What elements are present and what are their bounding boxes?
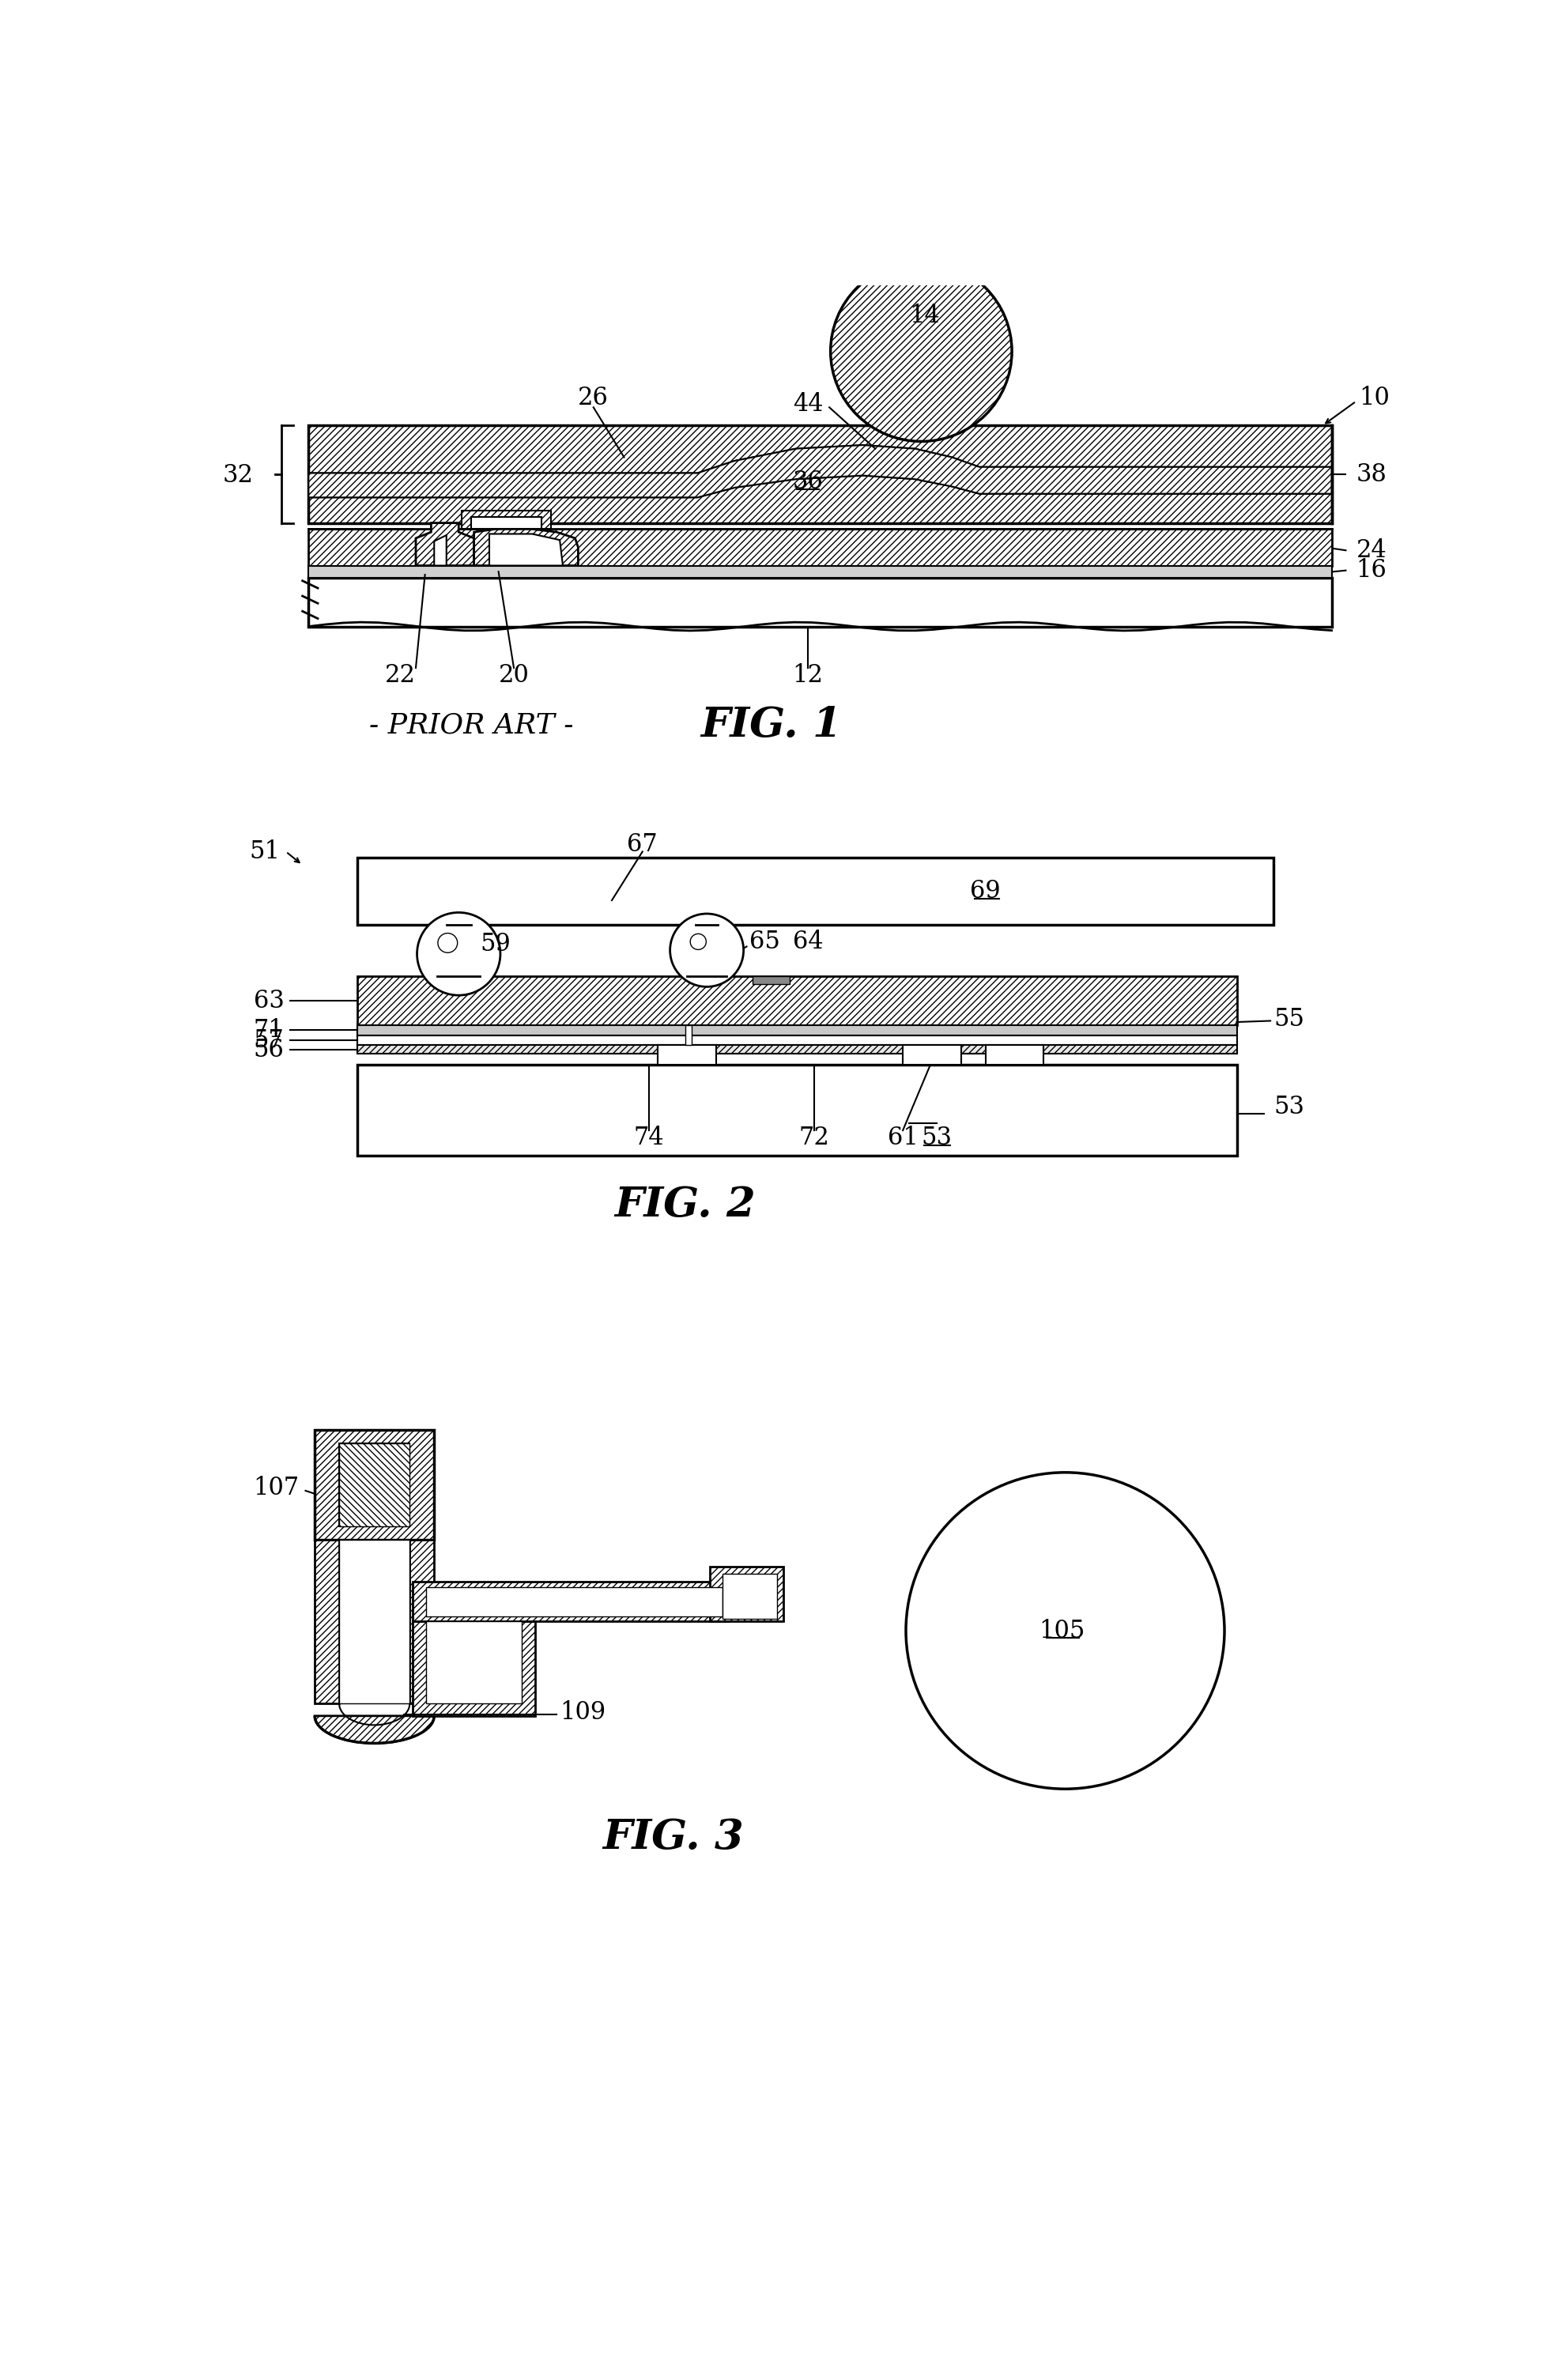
Text: - PRIOR ART -: - PRIOR ART - xyxy=(369,712,573,738)
Circle shape xyxy=(906,1473,1225,1790)
Text: 109: 109 xyxy=(559,1702,606,1726)
Text: 105: 105 xyxy=(1039,1618,1086,1642)
Text: 26: 26 xyxy=(578,386,609,409)
Polygon shape xyxy=(314,1716,434,1742)
Polygon shape xyxy=(358,976,1237,1026)
Text: FIG. 2: FIG. 2 xyxy=(615,1185,756,1226)
Polygon shape xyxy=(722,1573,778,1618)
Text: 36: 36 xyxy=(792,469,823,493)
Text: 55: 55 xyxy=(1273,1007,1304,1031)
Text: 67: 67 xyxy=(628,833,658,857)
Text: 65: 65 xyxy=(750,931,781,954)
Polygon shape xyxy=(314,1540,339,1704)
Text: 14: 14 xyxy=(909,305,940,328)
Text: 51: 51 xyxy=(248,840,280,864)
Circle shape xyxy=(670,914,744,988)
Polygon shape xyxy=(358,1026,1237,1035)
Polygon shape xyxy=(709,1566,784,1621)
Text: 44: 44 xyxy=(793,393,823,416)
Text: 32: 32 xyxy=(223,464,253,488)
Text: 22: 22 xyxy=(386,664,415,688)
Text: FIG. 1: FIG. 1 xyxy=(700,704,842,745)
Text: 20: 20 xyxy=(498,664,530,688)
Text: 10: 10 xyxy=(1359,386,1390,409)
Text: 12: 12 xyxy=(792,664,823,688)
Polygon shape xyxy=(415,524,473,566)
Polygon shape xyxy=(986,1045,1043,1064)
Polygon shape xyxy=(489,533,562,566)
Polygon shape xyxy=(339,1442,409,1526)
Text: FIG. 3: FIG. 3 xyxy=(603,1818,744,1859)
Polygon shape xyxy=(309,578,1332,626)
Text: 74: 74 xyxy=(633,1126,664,1150)
Polygon shape xyxy=(314,1430,434,1540)
Polygon shape xyxy=(309,426,1332,524)
Polygon shape xyxy=(753,976,789,983)
Polygon shape xyxy=(358,1064,1237,1157)
Polygon shape xyxy=(473,528,578,566)
Polygon shape xyxy=(309,445,1332,497)
Polygon shape xyxy=(339,1540,409,1704)
Polygon shape xyxy=(658,1045,715,1064)
Text: 16: 16 xyxy=(1356,559,1387,583)
Polygon shape xyxy=(309,528,1332,566)
Polygon shape xyxy=(470,516,542,528)
Polygon shape xyxy=(409,1540,434,1704)
Text: 53: 53 xyxy=(1273,1095,1304,1119)
Text: 57: 57 xyxy=(253,1028,284,1052)
Text: 63: 63 xyxy=(253,988,284,1014)
Polygon shape xyxy=(339,1442,409,1526)
Text: 56: 56 xyxy=(253,1038,284,1061)
Polygon shape xyxy=(903,1045,961,1064)
Text: 72: 72 xyxy=(798,1126,829,1150)
Polygon shape xyxy=(358,1045,1237,1054)
Polygon shape xyxy=(309,566,1332,578)
Text: 71: 71 xyxy=(253,1019,284,1042)
Text: 69: 69 xyxy=(970,878,1001,904)
Text: 61: 61 xyxy=(887,1126,918,1150)
Polygon shape xyxy=(462,512,550,528)
Polygon shape xyxy=(412,1583,728,1621)
Polygon shape xyxy=(358,1035,1237,1045)
Text: 38: 38 xyxy=(1356,462,1387,486)
Circle shape xyxy=(831,262,1012,440)
Polygon shape xyxy=(426,1587,722,1616)
Polygon shape xyxy=(426,1621,522,1704)
Text: 24: 24 xyxy=(1356,538,1387,562)
Polygon shape xyxy=(358,857,1273,926)
Text: 59: 59 xyxy=(480,933,511,957)
Polygon shape xyxy=(686,1026,692,1045)
Text: 107: 107 xyxy=(253,1476,300,1499)
Circle shape xyxy=(417,912,500,995)
Polygon shape xyxy=(434,536,447,566)
Text: 53: 53 xyxy=(922,1126,951,1150)
Polygon shape xyxy=(412,1621,536,1716)
Polygon shape xyxy=(309,445,1332,497)
Text: 64: 64 xyxy=(792,931,823,954)
